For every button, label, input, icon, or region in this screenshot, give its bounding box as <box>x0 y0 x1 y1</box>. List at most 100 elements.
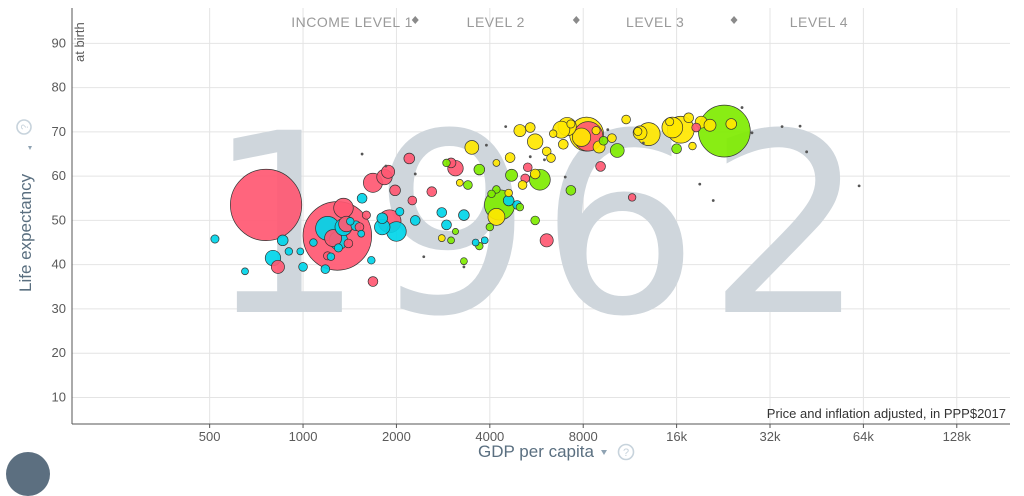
bubble-yellow[interactable] <box>492 159 501 167</box>
bubble-cyan[interactable] <box>284 247 293 256</box>
bubble-green[interactable] <box>487 189 496 199</box>
bubble-yellow[interactable] <box>607 133 617 143</box>
bubble-cyan[interactable] <box>333 243 343 253</box>
bubble-yellow[interactable] <box>549 129 558 138</box>
bubble-yellow[interactable] <box>437 234 446 242</box>
bubble-green[interactable] <box>698 104 751 158</box>
bubble-tiny[interactable] <box>641 141 645 145</box>
bubble-green[interactable] <box>505 168 518 182</box>
bubble-yellow[interactable] <box>527 133 544 150</box>
bubble-red[interactable] <box>691 122 701 133</box>
bubble-cyan[interactable] <box>441 219 452 231</box>
bubble-yellow[interactable] <box>541 146 552 157</box>
y-axis-title-group[interactable]: Life expectancy ? <box>16 119 35 292</box>
bubble-yellow[interactable] <box>591 126 601 136</box>
bubble-tiny[interactable] <box>528 155 532 159</box>
bubble-red[interactable] <box>627 193 637 202</box>
bubble-cyan[interactable] <box>309 238 318 247</box>
bubble-green[interactable] <box>442 158 451 168</box>
bubble-yellow[interactable] <box>546 153 556 163</box>
bubble-yellow[interactable] <box>513 124 527 137</box>
bubble-green[interactable] <box>447 236 455 245</box>
income-level-label[interactable]: INCOME LEVEL 1 <box>291 14 413 30</box>
bubble-cyan[interactable] <box>296 247 305 256</box>
bubble-tiny[interactable] <box>462 265 466 269</box>
caret-down-icon[interactable] <box>28 146 32 150</box>
income-level-label[interactable]: LEVEL 3 <box>626 14 684 30</box>
bubble-cyan[interactable] <box>367 256 376 265</box>
bubble-cyan[interactable] <box>395 207 405 217</box>
play-button[interactable] <box>6 452 50 496</box>
bubble-cyan[interactable] <box>356 193 368 204</box>
bubble-cyan[interactable] <box>241 267 249 276</box>
bubble-tiny[interactable] <box>711 199 715 202</box>
bubble-yellow[interactable] <box>572 127 592 147</box>
bubble-green[interactable] <box>565 185 577 196</box>
bubble-tiny[interactable] <box>740 106 744 109</box>
bubble-yellow[interactable] <box>621 114 631 125</box>
bubble-yellow[interactable] <box>558 139 569 150</box>
bubble-red[interactable] <box>539 233 554 248</box>
y-axis-title[interactable]: Life expectancy <box>16 173 35 292</box>
bubble-yellow[interactable] <box>703 118 717 132</box>
bubble-cyan[interactable] <box>277 234 289 247</box>
bubble-cyan[interactable] <box>298 262 308 272</box>
caret-down-icon[interactable] <box>601 450 607 455</box>
bubble-cyan[interactable] <box>210 234 220 244</box>
bubble-red[interactable] <box>361 210 371 220</box>
bubble-red[interactable] <box>333 197 354 219</box>
x-axis-title-group[interactable]: GDP per capita ? <box>478 442 635 461</box>
bubble-yellow[interactable] <box>525 122 536 133</box>
bubble-yellow[interactable] <box>633 127 643 136</box>
bubble-tiny[interactable] <box>413 172 417 176</box>
bubble-cyan[interactable] <box>357 229 366 238</box>
bubble-yellow[interactable] <box>487 208 506 226</box>
bubble-tiny[interactable] <box>543 158 546 162</box>
bubble-yellow[interactable] <box>725 118 737 130</box>
bubble-tiny[interactable] <box>698 182 702 186</box>
bubble-green[interactable] <box>598 136 609 146</box>
bubble-tiny[interactable] <box>780 125 784 129</box>
x-axis-title[interactable]: GDP per capita <box>478 442 594 461</box>
bubble-cyan[interactable] <box>458 209 470 221</box>
bubble-tiny[interactable] <box>857 184 861 188</box>
question-circle-icon[interactable]: ? <box>16 119 32 135</box>
bubble-green[interactable] <box>452 228 459 235</box>
bubble-green[interactable] <box>460 257 468 265</box>
bubble-cyan[interactable] <box>410 215 421 226</box>
bubble-red[interactable] <box>343 238 354 249</box>
bubble-red[interactable] <box>230 168 303 241</box>
bubble-yellow[interactable] <box>464 140 480 155</box>
bubble-cyan[interactable] <box>320 264 331 274</box>
bubble-tiny[interactable] <box>798 124 802 128</box>
bubble-cyan[interactable] <box>376 212 388 224</box>
bubble-green[interactable] <box>530 215 540 226</box>
bubble-green[interactable] <box>485 222 494 232</box>
bubble-yellow[interactable] <box>683 112 694 124</box>
income-level-label[interactable]: LEVEL 4 <box>790 14 848 30</box>
bubble-cyan[interactable] <box>326 252 336 261</box>
bubble-tiny[interactable] <box>805 150 809 154</box>
bubble-tiny[interactable] <box>563 175 567 179</box>
bubble-tiny[interactable] <box>504 125 508 129</box>
bubble-red[interactable] <box>523 162 533 173</box>
bubble-yellow[interactable] <box>504 188 513 198</box>
bubble-red[interactable] <box>407 195 418 206</box>
bubble-red[interactable] <box>367 276 379 287</box>
bubble-red[interactable] <box>271 259 285 274</box>
bubble-yellow[interactable] <box>665 117 675 127</box>
bubble-yellow[interactable] <box>517 180 528 190</box>
question-circle-icon[interactable]: ? <box>617 443 635 461</box>
bubble-red[interactable] <box>381 164 396 179</box>
bubble-red[interactable] <box>426 186 438 197</box>
bubble-red[interactable] <box>389 184 401 197</box>
bubble-cyan[interactable] <box>480 236 489 245</box>
bubble-red[interactable] <box>403 152 415 165</box>
bubble-red[interactable] <box>595 161 606 172</box>
bubble-tiny[interactable] <box>422 255 426 259</box>
bubble-green[interactable] <box>671 143 682 154</box>
bubble-cyan[interactable] <box>436 207 448 218</box>
bubble-yellow[interactable] <box>455 178 464 187</box>
bubble-green[interactable] <box>463 180 473 190</box>
bubble-green[interactable] <box>609 143 625 158</box>
